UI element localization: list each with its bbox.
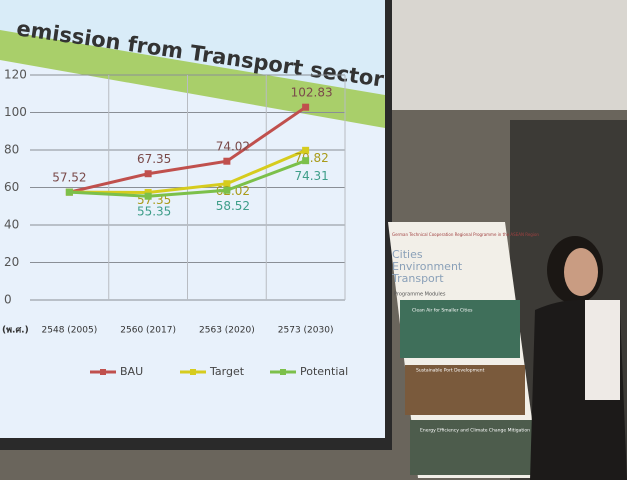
y-tick-label: 100 xyxy=(4,105,27,119)
x-tick-label: 2560 (2017) xyxy=(120,326,176,336)
legend-marker xyxy=(280,369,286,375)
point xyxy=(145,193,152,200)
ceiling xyxy=(380,0,627,110)
point xyxy=(145,170,152,177)
banner-module: Clean Air for Smaller Cities xyxy=(412,308,473,314)
y-tick-label: 80 xyxy=(4,143,19,157)
point xyxy=(302,157,309,164)
y-tick-label: 0 xyxy=(4,293,12,307)
x-tick-label: 2573 (2030) xyxy=(278,326,334,336)
legend-marker xyxy=(100,369,106,375)
y-tick-label: 40 xyxy=(4,218,19,232)
data-label: 67.35 xyxy=(137,152,171,166)
data-label: 55.35 xyxy=(137,205,171,219)
data-label: 102.83 xyxy=(291,86,333,100)
banner-module: Sustainable Port Development xyxy=(416,368,485,374)
scene: emission from Transport sector 020406080… xyxy=(0,0,627,480)
x-tick-label: 2563 (2020) xyxy=(199,326,255,336)
point xyxy=(66,189,73,196)
banner-subtitle: Programme Modules xyxy=(394,292,446,298)
point xyxy=(223,187,230,194)
y-tick-label: 20 xyxy=(4,255,19,269)
point xyxy=(223,158,230,165)
legend-marker xyxy=(190,369,196,375)
point xyxy=(302,104,309,111)
legend-label: BAU xyxy=(120,365,143,378)
data-label: 74.31 xyxy=(294,169,328,183)
x-axis-label: (พ.ศ.) xyxy=(2,326,29,336)
legend-label: Potential xyxy=(300,365,348,378)
y-tick-label: 60 xyxy=(4,180,19,194)
person-face xyxy=(564,248,598,296)
person-shirt xyxy=(585,300,620,400)
data-label: 57.52 xyxy=(52,171,86,185)
photo: emission from Transport sector 020406080… xyxy=(0,0,627,480)
y-tick-label: 120 xyxy=(4,68,27,82)
legend-label: Target xyxy=(209,365,245,378)
data-label: 58.52 xyxy=(216,199,250,213)
banner-title: Transport xyxy=(391,272,444,285)
data-label: 74.02 xyxy=(216,140,250,154)
x-tick-label: 2548 (2005) xyxy=(42,326,98,336)
banner-header: German Technical Cooperation Regional Pr… xyxy=(392,232,539,237)
